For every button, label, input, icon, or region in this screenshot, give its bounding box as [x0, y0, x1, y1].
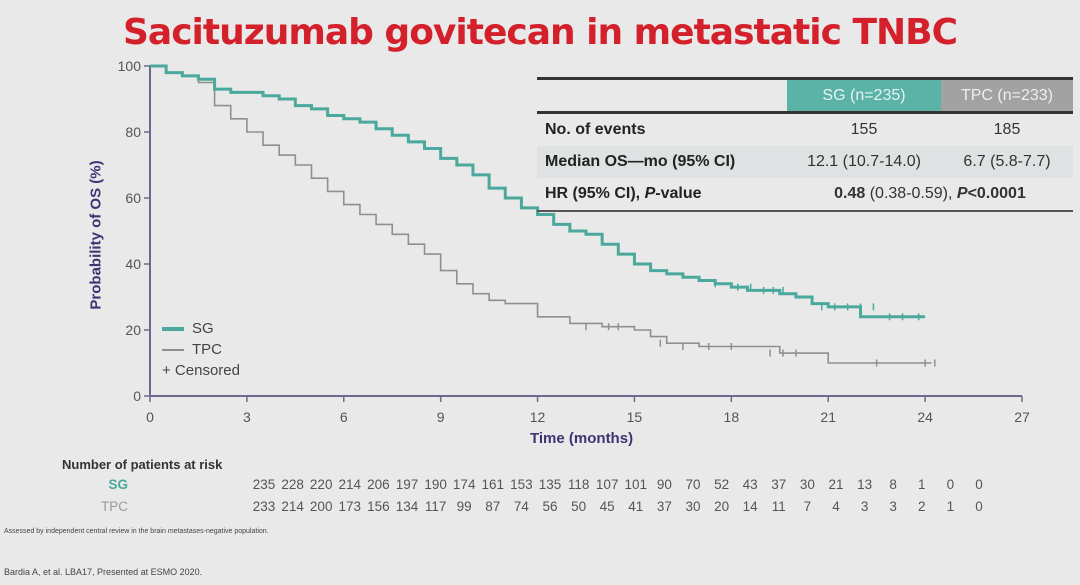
at-risk-value: 45: [599, 499, 615, 514]
at-risk-value: 233: [252, 499, 276, 514]
at-risk-value: 206: [367, 477, 390, 492]
at-risk-value: 8: [889, 477, 897, 492]
at-risk-value: 235: [252, 477, 276, 492]
legend-swatch-sg: [162, 326, 184, 331]
x-tick-label: 6: [340, 409, 348, 425]
at-risk-row-tpc: TPC 233 214 200 173 156 134 117 99 87 74 56 50 45 41 3…: [0, 499, 1080, 517]
summary-table: SG (n=235) TPC (n=233) No. of events 155…: [537, 77, 1073, 212]
at-risk-value: 30: [799, 477, 815, 492]
at-risk-value: 14: [742, 499, 758, 514]
legend-item-tpc: TPC: [162, 339, 240, 360]
x-tick-label: 12: [530, 409, 546, 425]
at-risk-value: 56: [542, 499, 558, 514]
table-rule-top: [537, 77, 1073, 80]
x-tick-label: 9: [437, 409, 445, 425]
at-risk-label-sg: SG: [108, 477, 128, 492]
at-risk-value: 41: [628, 499, 644, 514]
x-tick-label: 15: [627, 409, 643, 425]
header-tpc: TPC (n=233): [941, 80, 1073, 111]
y-axis-label: Probability of OS (%): [87, 160, 105, 310]
km-curve-sg: [150, 64, 926, 319]
y-tick-label: 0: [133, 388, 141, 404]
at-risk-value: 74: [513, 499, 529, 514]
x-tick-label: 18: [724, 409, 740, 425]
table-rule-bottom: [537, 210, 1073, 212]
at-risk-value: 161: [481, 477, 505, 492]
at-risk-value: 200: [309, 499, 333, 514]
at-risk-value: 1: [918, 477, 926, 492]
at-risk-value: 99: [456, 499, 472, 514]
at-risk-value: 197: [395, 477, 419, 492]
km-chart: 0 20 40 60 80 100 0 3 6 9 12 15 18 21 24 27: [118, 58, 1030, 425]
y-tick-label: 20: [125, 322, 141, 338]
at-risk-value: 30: [685, 499, 701, 514]
at-risk-value: 50: [571, 499, 587, 514]
at-risk-value: 0: [975, 477, 983, 492]
at-risk-value: 228: [281, 477, 304, 492]
at-risk-value: 190: [424, 477, 447, 492]
x-tick-label: 0: [146, 409, 154, 425]
at-risk-value: 118: [567, 477, 590, 492]
at-risk-value: 214: [338, 477, 362, 492]
legend-item-sg: SG: [162, 318, 240, 339]
at-risk-value: 90: [656, 477, 672, 492]
at-risk-value: 13: [857, 477, 873, 492]
at-risk-value: 20: [714, 499, 730, 514]
at-risk-value: 37: [656, 499, 672, 514]
table-rule-header: [537, 111, 1073, 114]
legend-swatch-tpc: [162, 348, 184, 351]
at-risk-value: 37: [771, 477, 787, 492]
table-row-hr: HR (95% CI), P-value 0.48 (0.38-0.59), P…: [545, 185, 1026, 202]
at-risk-value: 87: [485, 499, 501, 514]
y-tick-label: 100: [118, 58, 142, 74]
at-risk-value: 135: [538, 477, 562, 492]
at-risk-value: 0: [975, 499, 983, 514]
at-risk-value: 21: [828, 477, 844, 492]
at-risk-value: 0: [946, 477, 955, 492]
x-tick-label: 21: [820, 409, 836, 425]
at-risk-value: 3: [860, 499, 869, 514]
at-risk-value: 3: [889, 499, 897, 514]
at-risk-value: 4: [832, 499, 840, 514]
header-sg: SG (n=235): [787, 80, 941, 111]
table-row-events: No. of events 155 185: [545, 121, 1021, 138]
at-risk-value: 107: [595, 477, 619, 492]
y-tick-label: 80: [125, 124, 141, 140]
at-risk-value: 156: [367, 499, 390, 514]
at-risk-value: 220: [309, 477, 333, 492]
x-axis-label: Time (months): [530, 430, 634, 447]
at-risk-value: 101: [624, 477, 648, 492]
at-risk-value: 70: [685, 477, 701, 492]
at-risk-value: 43: [742, 477, 758, 492]
at-risk-value: 174: [452, 477, 476, 492]
at-risk-value: 153: [510, 477, 533, 492]
y-tick-label: 40: [125, 256, 141, 272]
at-risk-row-sg: SG 235 228 220 214 206 197 190 174 161 153 135 118 1…: [0, 477, 1080, 495]
chart-legend: SG TPC + Censored: [162, 318, 240, 381]
at-risk-value: 7: [803, 499, 812, 514]
x-tick-label: 24: [917, 409, 933, 425]
citation: Bardia A, et al. LBA17, Presented at ESM…: [4, 567, 203, 577]
slide-title: Sacituzumab govitecan in metastatic TNBC: [123, 12, 958, 53]
legend-item-censored: + Censored: [162, 362, 240, 379]
table-row-median-os: Median OS—mo (95% CI) 12.1 (10.7-14.0) 6…: [537, 146, 1073, 178]
km-curve-tpc: [150, 65, 932, 364]
at-risk-label-tpc: TPC: [101, 499, 128, 514]
footnote: Assessed by independent central review i…: [4, 528, 269, 535]
at-risk-value: 1: [946, 499, 955, 514]
x-tick-label: 27: [1014, 409, 1030, 425]
at-risk-title: Number of patients at risk: [62, 457, 223, 472]
at-risk-value: 11: [771, 499, 786, 514]
at-risk-value: 173: [338, 499, 362, 514]
x-tick-label: 3: [243, 409, 251, 425]
y-tick-label: 60: [125, 190, 141, 206]
at-risk-value: 214: [281, 499, 304, 514]
at-risk-value: 134: [395, 499, 419, 514]
at-risk-value: 52: [714, 477, 730, 492]
at-risk-value: 117: [424, 499, 447, 514]
table-header: SG (n=235) TPC (n=233): [537, 80, 1073, 111]
at-risk-value: 2: [918, 499, 926, 514]
